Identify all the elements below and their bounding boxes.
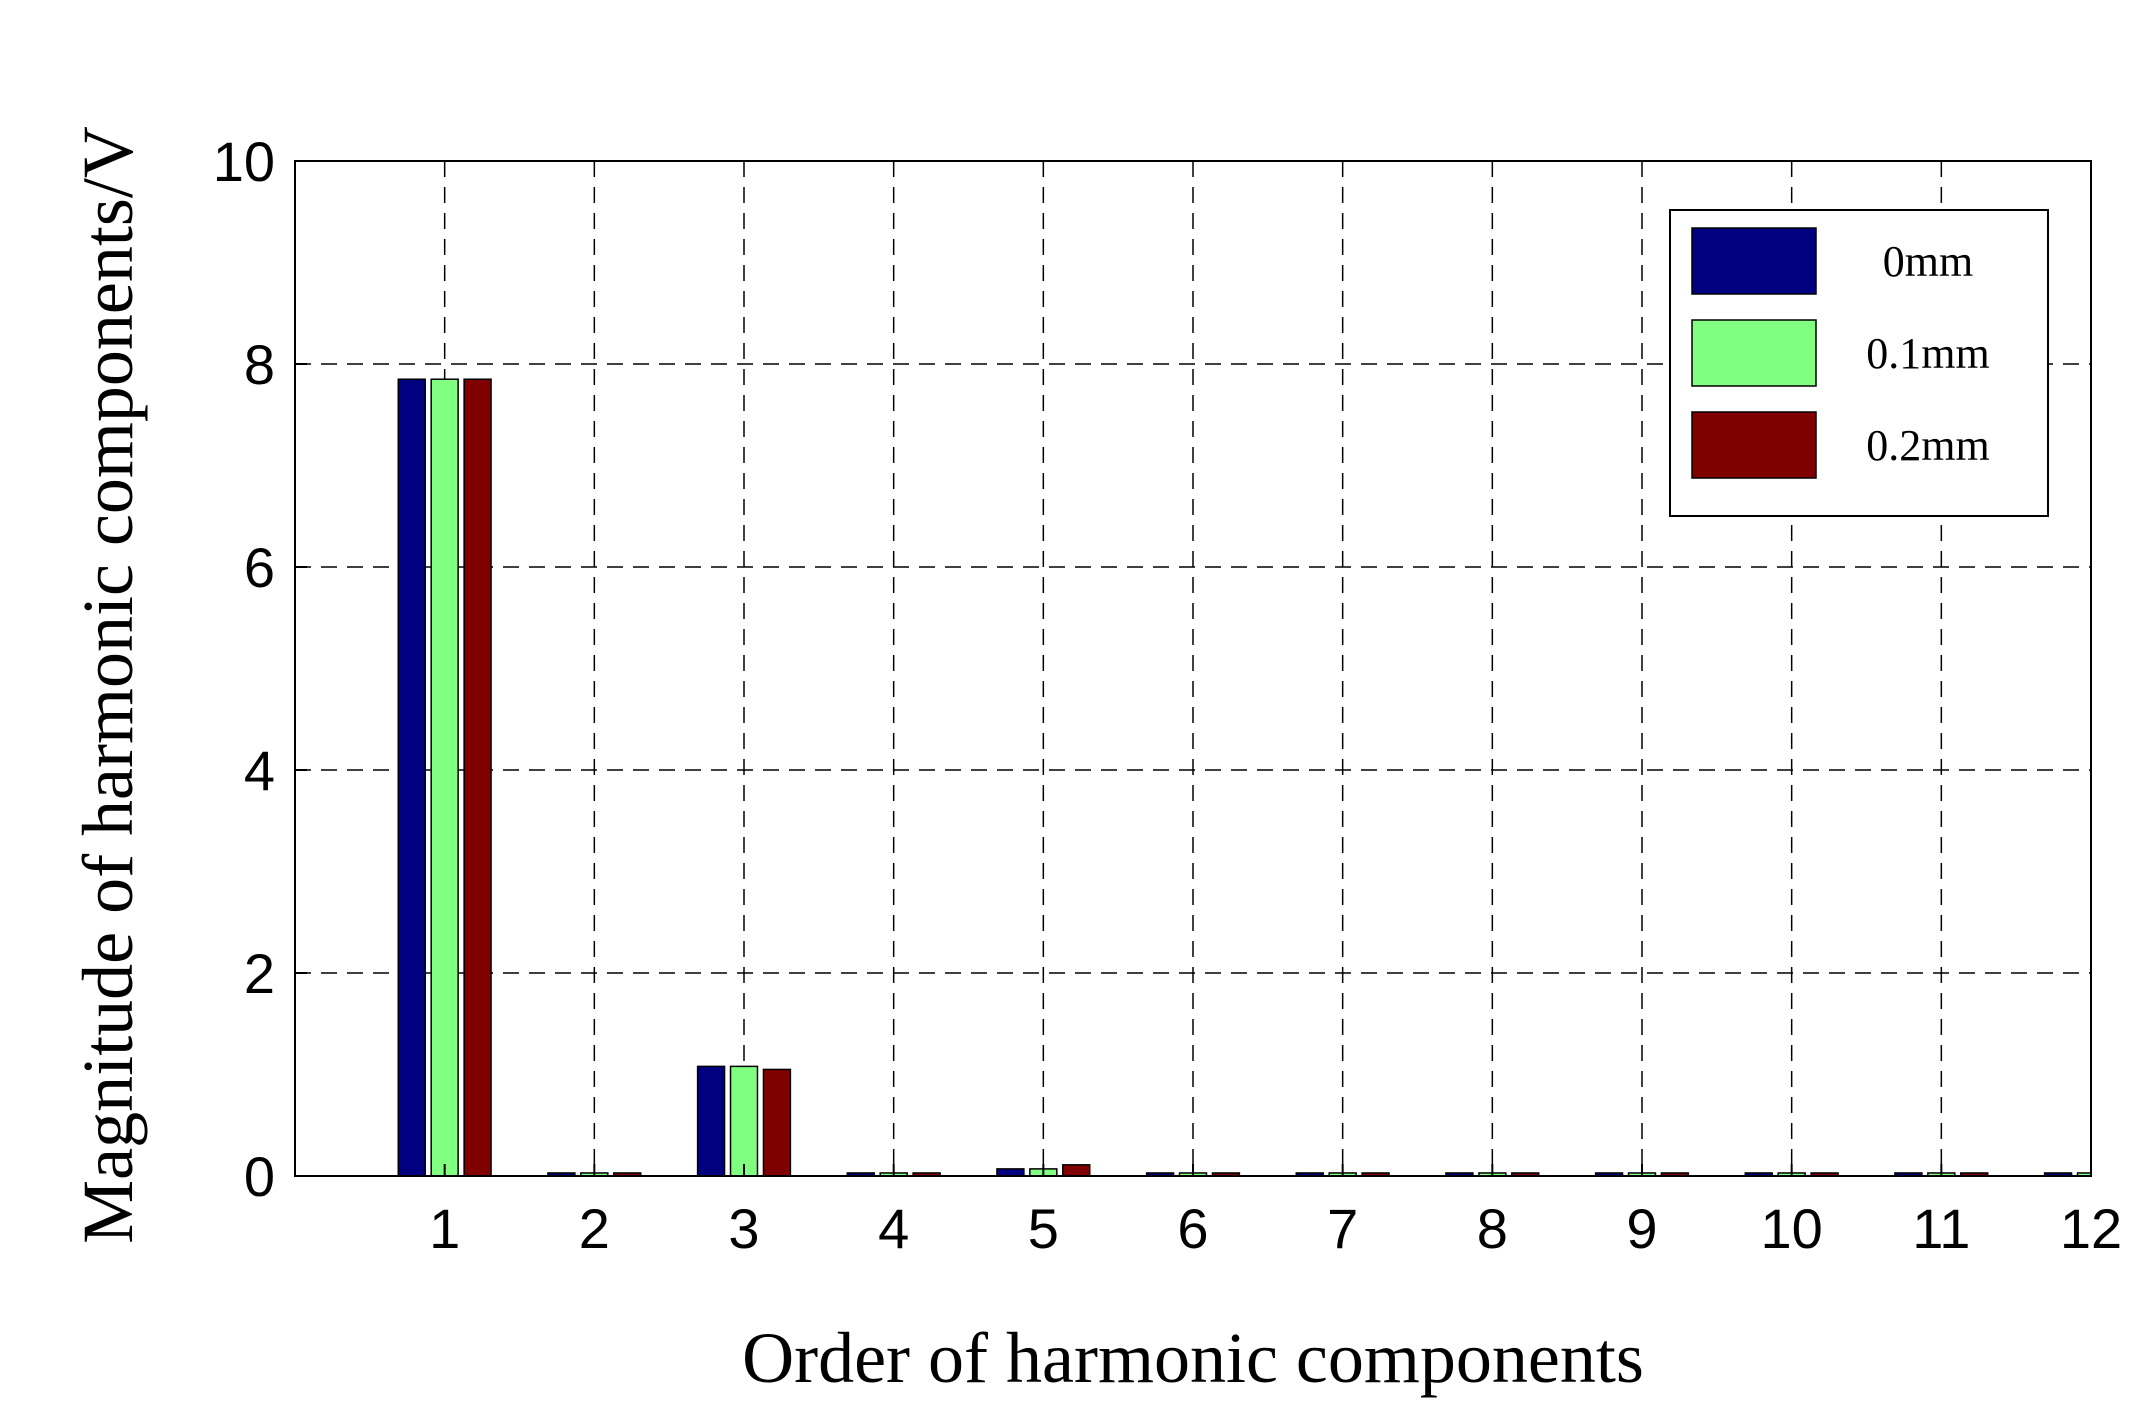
y-tick-label: 6 xyxy=(244,536,275,599)
bar xyxy=(1062,1164,1091,1176)
x-axis-label: Order of harmonic components xyxy=(742,1318,1644,1398)
x-tick-label: 5 xyxy=(1028,1197,1059,1260)
x-tick-label: 6 xyxy=(1177,1197,1208,1260)
x-tick-label: 11 xyxy=(1912,1197,1970,1260)
y-tick-label: 8 xyxy=(244,333,275,396)
bar xyxy=(696,1065,726,1176)
bar xyxy=(762,1068,792,1176)
bar xyxy=(2076,1172,2091,1176)
legend-label: 0.1mm xyxy=(1866,329,1989,378)
x-tick-label: 10 xyxy=(1761,1197,1823,1260)
bars xyxy=(397,378,2091,1176)
grid xyxy=(295,160,2092,1177)
x-tick-label: 9 xyxy=(1626,1197,1657,1260)
x-tick-label: 7 xyxy=(1327,1197,1358,1260)
legend-label: 0mm xyxy=(1883,237,1973,286)
x-tick-label: 3 xyxy=(728,1197,759,1260)
bar xyxy=(729,1065,759,1176)
x-tick-label: 1 xyxy=(429,1197,460,1260)
bar xyxy=(463,378,492,1176)
x-tick-label: 8 xyxy=(1477,1197,1508,1260)
legend-swatch xyxy=(1691,227,1817,295)
y-tick-label: 0 xyxy=(244,1145,275,1208)
legend-swatch xyxy=(1691,319,1817,387)
legend-swatch xyxy=(1691,411,1817,479)
x-tick-label: 12 xyxy=(2060,1197,2122,1260)
legend-label: 0.2mm xyxy=(1866,421,1989,470)
legend: 0mm 0.1mm 0.2mm xyxy=(1669,209,2049,517)
y-tick-label: 10 xyxy=(213,130,275,193)
y-tick-label: 4 xyxy=(244,739,275,802)
y-tick-label: 2 xyxy=(244,942,275,1005)
bar xyxy=(397,378,426,1176)
y-axis-label: Magnitude of harmonic components/V xyxy=(68,126,148,1244)
x-tick-label: 2 xyxy=(579,1197,610,1260)
x-tick-label: 4 xyxy=(878,1197,909,1260)
bar xyxy=(430,378,459,1176)
bar xyxy=(996,1168,1025,1176)
